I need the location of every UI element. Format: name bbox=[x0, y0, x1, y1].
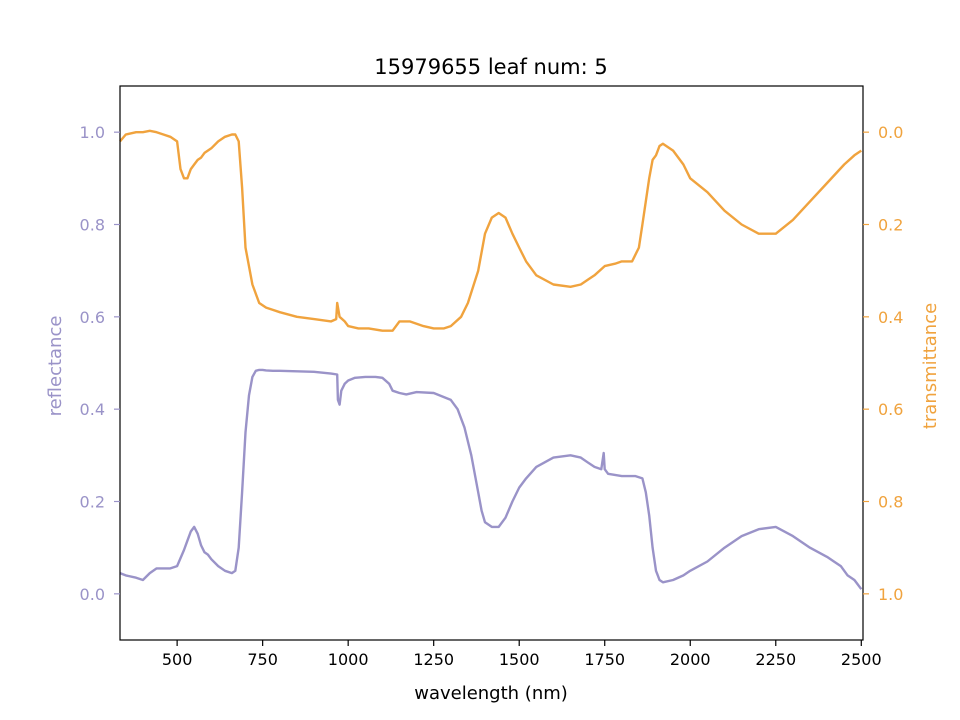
y-left-tick-label: 0.0 bbox=[80, 585, 105, 604]
y-right-tick-label: 1.0 bbox=[878, 585, 903, 604]
plot-frame bbox=[119, 85, 864, 641]
x-tick-label: 1250 bbox=[413, 650, 454, 669]
plot-area bbox=[119, 129, 863, 590]
y-right-tick-label: 0.4 bbox=[878, 308, 903, 327]
chart-title: 15979655 leaf num: 5 bbox=[374, 55, 607, 79]
x-tick-label: 2250 bbox=[755, 650, 796, 669]
y-axis-right: 0.0 0.2 0.4 0.6 0.8 1.0 bbox=[863, 123, 903, 604]
x-tick-label: 500 bbox=[162, 650, 193, 669]
x-tick-label: 1750 bbox=[584, 650, 625, 669]
x-tick-label: 2500 bbox=[841, 650, 882, 669]
y-left-tick-label: 1.0 bbox=[80, 123, 105, 142]
y-axis-left: 0.0 0.2 0.4 0.6 0.8 1.0 bbox=[80, 123, 120, 604]
y-left-tick-label: 0.8 bbox=[80, 216, 105, 235]
x-tick-label: 1500 bbox=[499, 650, 540, 669]
x-axis: 500 750 1000 1250 1500 1750 2000 2250 2500 bbox=[162, 640, 882, 669]
y-right-tick-label: 0.8 bbox=[878, 493, 903, 512]
y-right-tick-label: 0.6 bbox=[878, 400, 903, 419]
y-left-tick-label: 0.6 bbox=[80, 308, 105, 327]
y-right-tick-label: 0.0 bbox=[878, 123, 903, 142]
y-axis-left-label: reflectance bbox=[45, 316, 66, 417]
y-right-tick-label: 0.2 bbox=[878, 216, 903, 235]
x-tick-label: 750 bbox=[247, 650, 278, 669]
x-tick-label: 1000 bbox=[328, 650, 369, 669]
reflectance-series-line bbox=[119, 368, 863, 590]
y-axis-right-label: transmittance bbox=[920, 303, 941, 429]
x-axis-label: wavelength (nm) bbox=[414, 683, 568, 704]
y-left-tick-label: 0.2 bbox=[80, 493, 105, 512]
transmittance-series-line bbox=[119, 129, 862, 332]
x-tick-label: 2000 bbox=[670, 650, 711, 669]
y-left-tick-label: 0.4 bbox=[80, 400, 105, 419]
